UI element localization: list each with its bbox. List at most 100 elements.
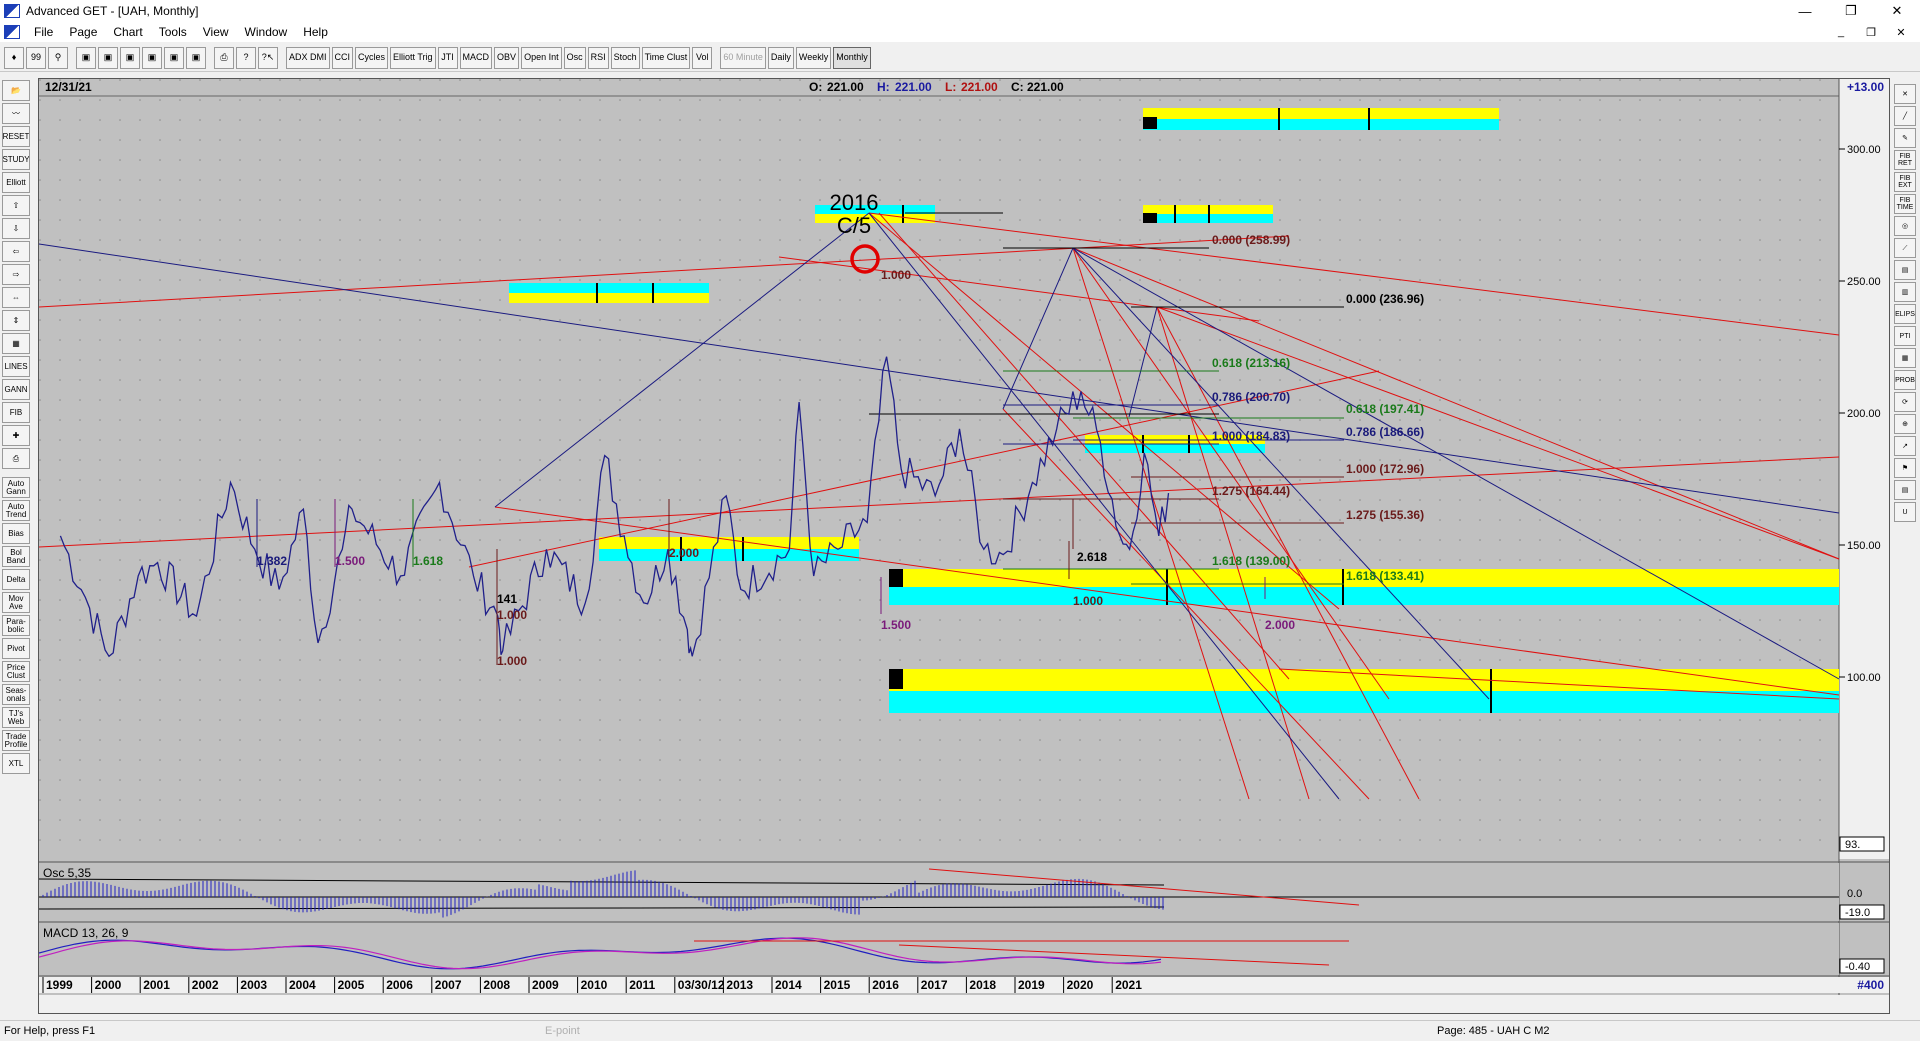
- menu-help[interactable]: Help: [303, 25, 328, 39]
- study-tool-tj-s-web[interactable]: TJ's Web: [2, 707, 30, 728]
- study-tool-delta[interactable]: Delta: [2, 569, 30, 590]
- drawing-tool-button[interactable]: FIB TIME: [1894, 194, 1916, 214]
- minimize-document-button[interactable]: _: [1837, 26, 1845, 38]
- drawing-tool-button[interactable]: ╱: [1894, 106, 1916, 126]
- study-tool-para-bolic[interactable]: Para-bolic: [2, 615, 30, 636]
- study-button-time-clust[interactable]: Time Clust: [641, 46, 691, 69]
- zone-band: [1085, 444, 1265, 453]
- drawing-tool-button[interactable]: ▥: [1894, 282, 1916, 302]
- price-tick-label: 300.00: [1847, 144, 1881, 156]
- study-tool-mov-ave[interactable]: Mov Ave: [2, 592, 30, 613]
- left-tool-button[interactable]: ⇕: [2, 310, 30, 331]
- study-tool-trade-profile[interactable]: Trade Profile: [2, 730, 30, 751]
- drawing-tool-button[interactable]: ▦: [1894, 348, 1916, 368]
- minimize-window-button[interactable]: —: [1798, 3, 1812, 19]
- drawing-tool-button[interactable]: FIB RET: [1894, 150, 1916, 170]
- document-icon[interactable]: [4, 25, 20, 39]
- study-button-stoch[interactable]: Stoch: [610, 46, 640, 69]
- toolbar-window-button[interactable]: ▣: [164, 46, 184, 69]
- horizontal-scrollbar[interactable]: [39, 995, 1889, 1013]
- study-button-macd[interactable]: MACD: [459, 46, 493, 69]
- toolbar-help-button[interactable]: ?↖: [258, 46, 278, 69]
- drawing-tool-button[interactable]: PTI: [1894, 326, 1916, 346]
- left-tool-button[interactable]: ⇦: [2, 241, 30, 262]
- study-tool-auto-trend[interactable]: Auto Trend: [2, 500, 30, 521]
- study-button-cycles[interactable]: Cycles: [355, 46, 389, 69]
- zone-band: [815, 205, 935, 214]
- drawing-tool-button[interactable]: ELIPS: [1894, 304, 1916, 324]
- study-button-elliott-trig[interactable]: Elliott Trig: [390, 46, 436, 69]
- chart-canvas[interactable]: 12/31/21 O: 221.00 H: 221.00 L: 221.00 C…: [38, 79, 1889, 1013]
- fib-label: 0.618 (213.16): [1212, 356, 1290, 370]
- timeframe-button-daily[interactable]: Daily: [767, 46, 794, 69]
- toolbar-help-button[interactable]: ?: [236, 46, 256, 69]
- menu-file[interactable]: File: [34, 25, 54, 39]
- study-button-cci[interactable]: CCI: [331, 46, 354, 69]
- study-tool-bol-band[interactable]: Bol Band: [2, 546, 30, 567]
- drawing-tool-button[interactable]: U: [1894, 502, 1916, 522]
- drawing-tool-button[interactable]: ✕: [1894, 84, 1916, 104]
- toolbar-window-button[interactable]: ▣: [76, 46, 96, 69]
- drawing-tool-button[interactable]: FIB EXT: [1894, 172, 1916, 192]
- study-tool-pivot[interactable]: Pivot: [2, 638, 30, 659]
- timeframe-button-monthly[interactable]: Monthly: [833, 46, 871, 69]
- drawing-tool-button[interactable]: ✎: [1894, 128, 1916, 148]
- left-tool-button[interactable]: FIB: [2, 402, 30, 423]
- left-tool-button[interactable]: RESET: [2, 126, 30, 147]
- menu-window[interactable]: Window: [244, 25, 288, 39]
- left-tool-button[interactable]: LINES: [2, 356, 30, 377]
- left-tool-button[interactable]: ▦: [2, 333, 30, 354]
- drawing-tool-button[interactable]: ↗: [1894, 436, 1916, 456]
- study-button-jti[interactable]: JTI: [437, 46, 458, 69]
- left-tool-button[interactable]: 〰: [2, 103, 30, 124]
- menu-page[interactable]: Page: [69, 25, 98, 39]
- study-tool-seas-onals[interactable]: Seas-onals: [2, 684, 30, 705]
- study-button-vol[interactable]: Vol: [692, 46, 713, 69]
- study-button-obv[interactable]: OBV: [494, 46, 520, 69]
- menu-tools[interactable]: Tools: [158, 25, 187, 39]
- toolbar-window-button[interactable]: ▣: [120, 46, 140, 69]
- toolbar-window-button[interactable]: ▣: [186, 46, 206, 69]
- study-tool-xtl[interactable]: XTL: [2, 753, 30, 774]
- toolbar-tool-button[interactable]: ♦: [4, 46, 24, 69]
- drawing-tool-button[interactable]: PROB: [1894, 370, 1916, 390]
- left-tool-button[interactable]: ✚: [2, 425, 30, 446]
- timeframe-button-60-minute[interactable]: 60 Minute: [720, 46, 766, 69]
- drawing-tool-button[interactable]: ▤: [1894, 480, 1916, 500]
- drawing-tool-button[interactable]: ⊕: [1894, 414, 1916, 434]
- study-button-rsi[interactable]: RSI: [587, 46, 609, 69]
- toolbar-tool-button[interactable]: ⚲: [48, 46, 68, 69]
- drawing-tool-button[interactable]: ⟋: [1894, 238, 1916, 258]
- toolbar-window-button[interactable]: ▣: [142, 46, 162, 69]
- drawing-tool-button[interactable]: ⚑: [1894, 458, 1916, 478]
- left-tool-button[interactable]: STUDY: [2, 149, 30, 170]
- toolbar-window-button[interactable]: ▣: [98, 46, 118, 69]
- close-document-button[interactable]: ✕: [1896, 26, 1906, 39]
- menu-view[interactable]: View: [202, 25, 229, 39]
- left-tool-button[interactable]: ⇩: [2, 218, 30, 239]
- left-tool-button[interactable]: Elliott: [2, 172, 30, 193]
- left-tool-button[interactable]: ⇔: [2, 287, 30, 308]
- study-tool-price-clust[interactable]: Price Clust: [2, 661, 30, 682]
- left-tool-button[interactable]: ⎙: [2, 448, 30, 469]
- left-tool-button[interactable]: GANN: [2, 379, 30, 400]
- timeframe-button-weekly[interactable]: Weekly: [795, 46, 832, 69]
- study-button-adx-dmi[interactable]: ADX DMI: [286, 46, 330, 69]
- left-tool-button[interactable]: ⇧: [2, 195, 30, 216]
- toolbar-tool-button[interactable]: 99: [26, 46, 46, 69]
- left-tool-button[interactable]: ⇨: [2, 264, 30, 285]
- restore-window-button[interactable]: ❐: [1845, 3, 1857, 18]
- drawing-tool-button[interactable]: ⟳: [1894, 392, 1916, 412]
- study-button-open-int[interactable]: Open Int: [521, 46, 562, 69]
- drawing-tool-button[interactable]: ◎: [1894, 216, 1916, 236]
- drawing-tool-button[interactable]: ▤: [1894, 260, 1916, 280]
- toolbar-help-button[interactable]: ⎙: [214, 46, 234, 69]
- left-tool-button[interactable]: 📂: [2, 80, 30, 101]
- study-tool-auto-gann[interactable]: Auto Gann: [2, 477, 30, 498]
- menu-chart[interactable]: Chart: [113, 25, 143, 39]
- study-tool-bias[interactable]: Bias: [2, 523, 30, 544]
- restore-document-button[interactable]: ❐: [1866, 26, 1876, 39]
- close-window-button[interactable]: ✕: [1891, 3, 1903, 18]
- study-button-osc[interactable]: Osc: [563, 46, 586, 69]
- zone-band: [889, 587, 1839, 605]
